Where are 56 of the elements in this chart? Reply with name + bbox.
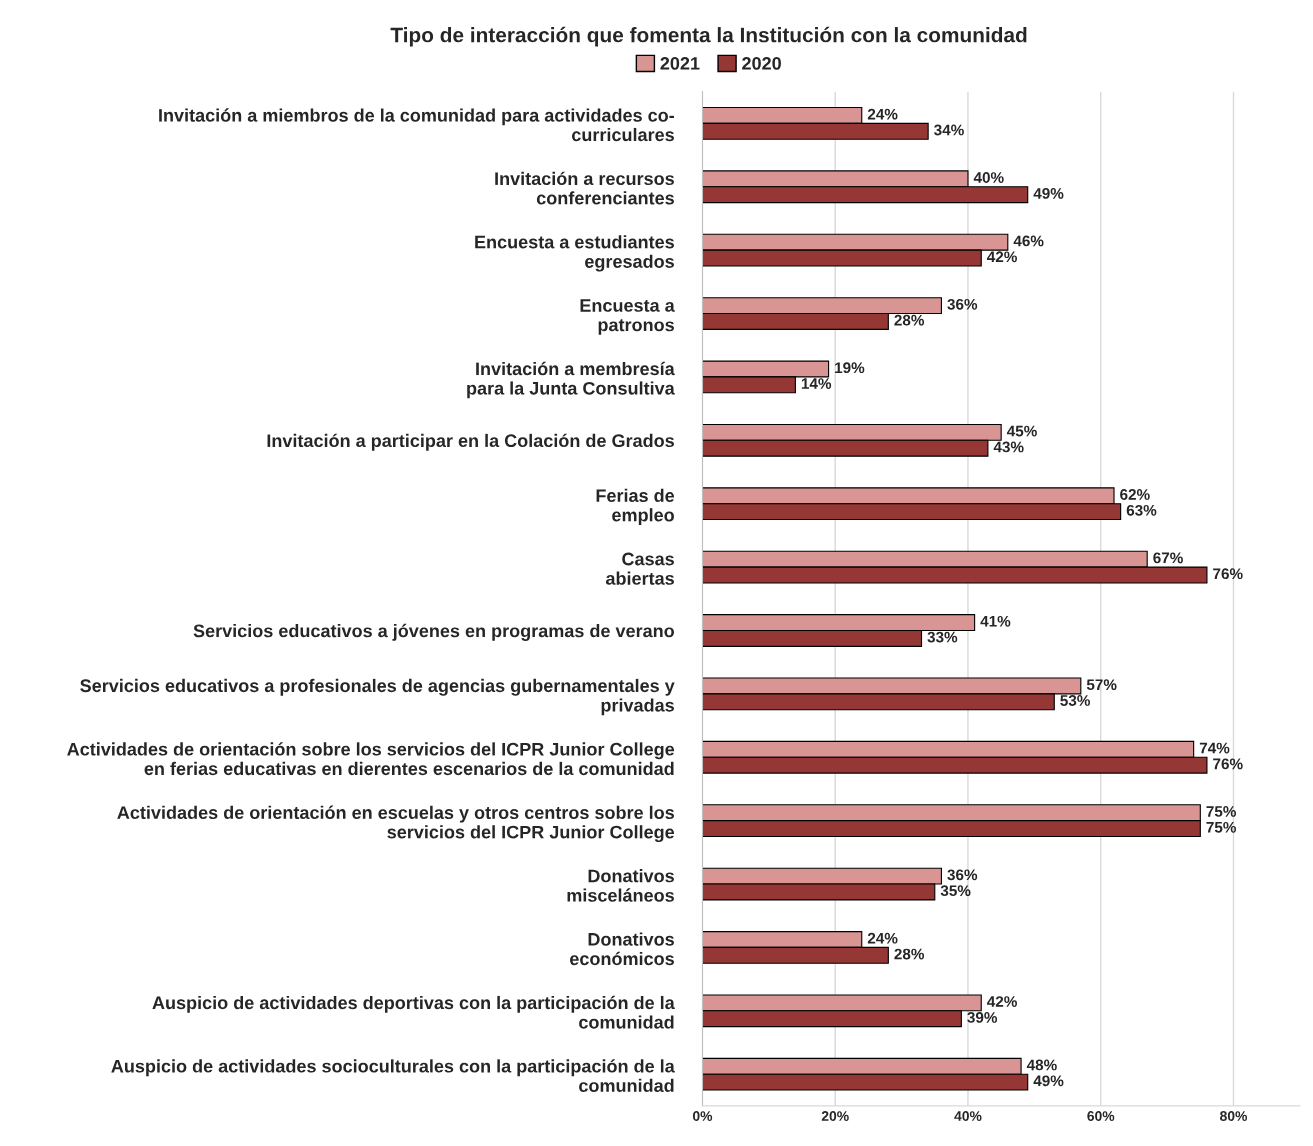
x-tick-label: 0%	[692, 1111, 713, 1121]
y-tick-label: Donativos económicos	[570, 932, 674, 966]
y-tick-label: Servicios educativos a profesionales de agencias gubernamentales y privadas	[80, 678, 675, 716]
data-label: 75%	[1206, 806, 1237, 817]
y-tick-label: Encuesta a patronos	[580, 299, 675, 335]
y-tick-label: Auspicio de actividades deportivas con la participación de la comunidad	[152, 995, 675, 1029]
data-label: 14%	[801, 378, 832, 389]
y-tick-label: Ferias de empleo	[596, 488, 675, 526]
data-label: 63%	[1126, 504, 1157, 516]
y-tick-label: Auspicio de actividades socioculturales con la participación de la comunidad	[111, 1059, 675, 1093]
data-label: 28%	[894, 314, 925, 326]
y-tick-label: Donativos misceláneos	[567, 869, 674, 902]
y-tick-label: Invitación a recursos conferenciantes	[495, 171, 674, 205]
data-label: 24%	[867, 932, 898, 944]
data-label: 49%	[1033, 1075, 1064, 1087]
data-label: 36%	[947, 869, 978, 881]
data-label: 40%	[973, 172, 1004, 183]
data-label: 76%	[1213, 568, 1243, 580]
data-label: 53%	[1060, 695, 1090, 706]
y-tick-label: Actividades de orientación en escuelas y otros centros sobre los servicios del ICPR Junior College	[117, 805, 675, 843]
data-label: 39%	[967, 1012, 998, 1023]
y-tick-label: Invitación a membresía para la Junta Consultiva	[467, 361, 675, 399]
data-label: 48%	[1026, 1059, 1057, 1071]
y-tick-label: Servicios educativos a jóvenes en programas de verano	[193, 623, 675, 641]
x-tick-label: 40%	[954, 1111, 982, 1121]
x-tick-label: 20%	[821, 1111, 849, 1121]
chart-title: Tipo de interacción que fomenta la Institución con la comunidad	[390, 26, 1027, 47]
data-label: 24%	[867, 108, 898, 120]
data-label: 42%	[987, 251, 1017, 263]
y-tick-label: Actividades de orientación sobre los servicios del ICPR Junior College en ferias educativas en dierentes escenarios de la comunidad	[67, 742, 675, 776]
legend-label: 2021	[660, 57, 700, 70]
y-tick-label: Invitación a participar en la Colación de Grados	[267, 433, 674, 451]
data-label: 45%	[1006, 425, 1037, 437]
y-tick-label: Encuesta a estudiantes egresados	[475, 235, 674, 272]
data-label: 34%	[934, 124, 964, 136]
data-label: 42%	[987, 996, 1017, 1007]
x-tick-label: 80%	[1220, 1111, 1248, 1121]
y-tick-label: Casas abiertas	[605, 552, 674, 585]
data-label: 76%	[1213, 758, 1243, 770]
data-label: 49%	[1033, 187, 1064, 199]
data-label: 28%	[894, 948, 925, 960]
data-label: 62%	[1120, 489, 1150, 500]
data-label: 46%	[1013, 235, 1044, 247]
data-label: 43%	[993, 441, 1024, 453]
x-tick-label: 60%	[1087, 1111, 1115, 1121]
data-label: 33%	[927, 631, 958, 643]
data-label: 57%	[1086, 679, 1117, 691]
data-label: 75%	[1206, 821, 1237, 833]
legend-label: 2020	[742, 57, 781, 70]
data-label: 19%	[835, 362, 865, 374]
data-label: 74%	[1199, 742, 1230, 754]
data-label: 35%	[940, 885, 971, 897]
data-label: 36%	[947, 298, 978, 310]
data-label: 41%	[980, 615, 1011, 627]
data-label: 67%	[1153, 552, 1183, 564]
y-tick-label: Invitación a miembros de la comunidad para actividades co- curriculares	[159, 108, 674, 142]
